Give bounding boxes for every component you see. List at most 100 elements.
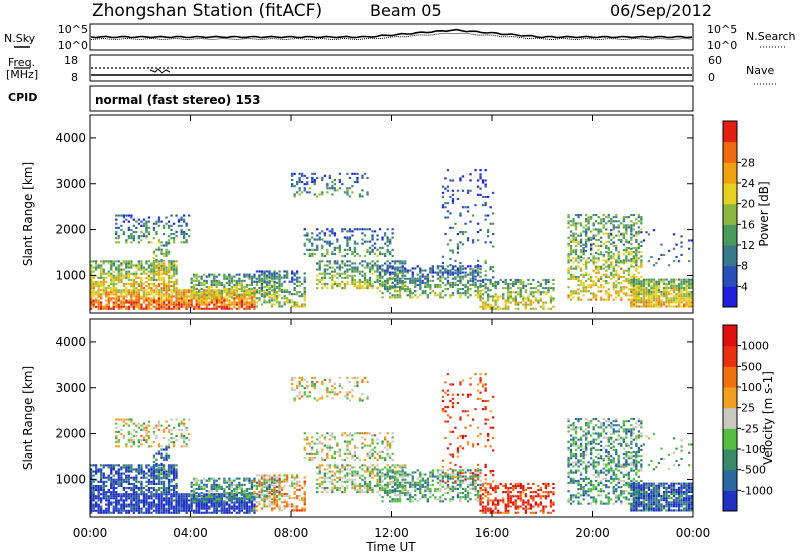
echo-cell	[296, 303, 299, 306]
echo-cell	[120, 289, 123, 292]
echo-cell	[464, 292, 467, 295]
echo-cell	[200, 503, 203, 506]
echo-cell	[150, 264, 153, 267]
echo-cell	[293, 282, 296, 285]
echo-cell	[273, 303, 276, 306]
echo-cell	[389, 240, 392, 243]
echo-cell	[665, 282, 668, 285]
echo-cell	[243, 507, 246, 510]
echo-cell	[105, 476, 108, 479]
echo-cell	[399, 266, 402, 269]
echo-cell	[220, 301, 223, 304]
echo-cell	[321, 283, 324, 286]
echo-cell	[238, 277, 241, 280]
echo-cell	[640, 305, 643, 308]
echo-cell	[208, 303, 211, 306]
echo-cell	[617, 226, 620, 229]
echo-cell	[469, 189, 472, 192]
echo-cell	[225, 507, 228, 510]
echo-cell	[145, 441, 148, 444]
echo-cell	[635, 231, 638, 234]
echo-cell	[675, 295, 678, 298]
echo-cell	[185, 505, 188, 508]
echo-cell	[353, 268, 357, 271]
echo-cell	[321, 244, 324, 247]
echo-cell	[542, 301, 545, 304]
echo-cell	[637, 220, 640, 223]
echo-cell	[404, 290, 407, 293]
echo-cell	[137, 241, 140, 244]
echo-cell	[225, 281, 228, 284]
echo-cell	[434, 286, 437, 289]
echo-cell	[429, 269, 432, 272]
echo-cell	[228, 303, 231, 306]
echo-cell	[127, 220, 130, 223]
echo-cell	[632, 293, 635, 296]
echo-cell	[399, 286, 402, 289]
echo-cell	[235, 273, 238, 276]
echo-cell	[291, 183, 294, 186]
echo-cell	[160, 301, 163, 304]
echo-cell	[160, 278, 163, 281]
echo-cell	[579, 222, 583, 225]
echo-cell	[260, 282, 264, 285]
echo-cell	[107, 274, 110, 277]
echo-cell	[243, 479, 246, 482]
echo-cell	[188, 439, 191, 442]
echo-cell	[346, 264, 349, 267]
echo-cell	[617, 234, 620, 237]
echo-cell	[316, 274, 319, 277]
echo-cell	[414, 286, 417, 289]
echo-cell	[336, 283, 339, 286]
echo-cell	[235, 487, 238, 490]
echo-cell	[650, 297, 653, 300]
echo-cell	[630, 214, 633, 217]
echo-cell	[92, 509, 95, 512]
echo-cell	[132, 484, 135, 487]
echo-cell	[416, 296, 419, 299]
echo-cell	[680, 295, 683, 298]
echo-cell	[348, 248, 352, 251]
echo-cell	[193, 275, 196, 278]
echo-cell	[404, 274, 407, 277]
echo-cell	[137, 505, 140, 508]
echo-cell	[293, 278, 296, 281]
echo-cell	[127, 424, 130, 427]
echo-cell	[574, 277, 578, 280]
echo-cell	[112, 501, 115, 504]
echo-cell	[180, 503, 183, 506]
echo-cell	[499, 307, 502, 310]
echo-cell	[451, 265, 455, 268]
echo-cell	[612, 255, 615, 258]
echo-cell	[273, 293, 276, 296]
echo-cell	[489, 280, 492, 283]
echo-cell	[122, 495, 125, 498]
echo-cell	[190, 481, 193, 484]
echo-cell	[424, 286, 427, 289]
echo-cell	[640, 301, 643, 304]
echo-cell	[474, 169, 477, 172]
echo-cell	[175, 214, 178, 217]
echo-cell	[268, 274, 271, 277]
echo-cell	[140, 276, 143, 279]
echo-cell	[120, 484, 123, 487]
echo-cell	[132, 493, 135, 496]
echo-cell	[647, 303, 651, 306]
echo-cell	[195, 305, 198, 308]
echo-cell	[145, 489, 148, 492]
echo-cell	[296, 191, 299, 194]
echo-cell	[552, 287, 555, 290]
echo-cell	[175, 264, 178, 267]
echo-cell	[160, 452, 163, 455]
echo-cell	[157, 303, 161, 306]
echo-cell	[461, 231, 465, 234]
echo-cell	[160, 263, 163, 266]
echo-cell	[177, 509, 181, 512]
echo-cell	[205, 501, 208, 504]
echo-cell	[316, 287, 319, 290]
echo-cell	[504, 303, 507, 306]
echo-cell	[670, 301, 673, 304]
echo-cell	[298, 193, 301, 196]
echo-cell	[617, 259, 620, 262]
